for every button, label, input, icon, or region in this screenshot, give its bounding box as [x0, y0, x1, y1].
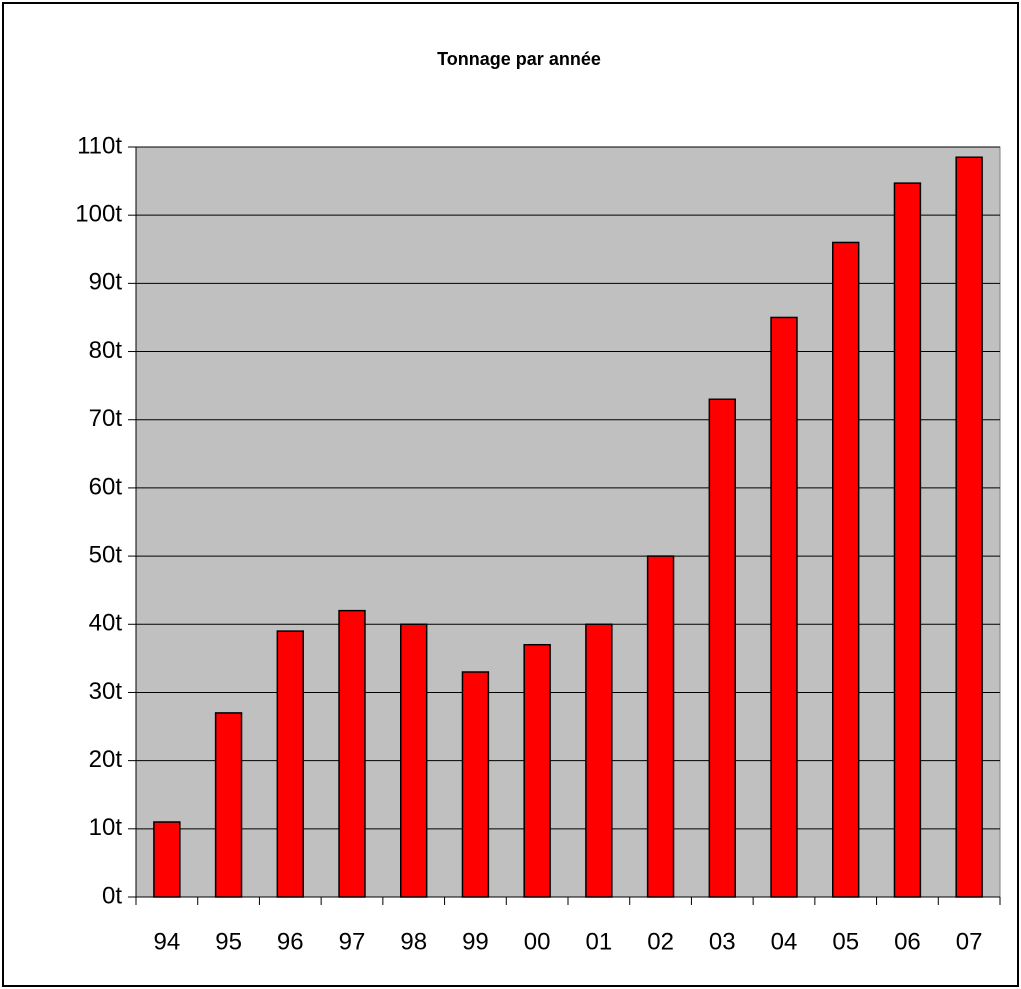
y-tick-label: 100t	[75, 201, 122, 228]
x-tick-label: 94	[154, 928, 181, 955]
bar	[461, 671, 490, 898]
y-tick-label: 90t	[89, 269, 123, 296]
x-tick-label: 98	[400, 928, 427, 955]
plot-area	[135, 146, 1001, 898]
x-tick-label: 97	[339, 928, 366, 955]
x-tick-label: 02	[647, 928, 674, 955]
bar	[893, 182, 922, 898]
bar	[832, 241, 860, 898]
x-tick-label: 00	[524, 928, 551, 955]
x-tick-label: 03	[709, 928, 736, 955]
y-tick-label: 10t	[89, 814, 123, 841]
y-tick-label: 80t	[89, 337, 123, 364]
x-tick-label: 07	[956, 928, 983, 955]
x-tick-label: 04	[771, 928, 798, 955]
bar	[276, 630, 304, 898]
bar	[770, 316, 798, 898]
y-tick-label: 20t	[89, 746, 123, 773]
bar	[523, 643, 551, 898]
bar	[153, 821, 181, 898]
chart-title: Tonnage par année	[437, 49, 601, 69]
y-tick-label: 40t	[89, 610, 123, 637]
x-tick-label: 01	[586, 928, 613, 955]
x-tick-label: 96	[277, 928, 304, 955]
x-tick-label: 99	[462, 928, 489, 955]
x-tick-label: 06	[894, 928, 921, 955]
x-tick-label: 05	[832, 928, 859, 955]
y-tick-label: 50t	[89, 541, 123, 568]
y-tick-label: 110t	[77, 132, 122, 159]
y-tick-label: 30t	[89, 678, 123, 705]
bar	[708, 398, 736, 898]
bar	[646, 555, 675, 898]
y-tick-label: 0t	[102, 882, 122, 909]
y-tick-label: 70t	[89, 405, 123, 432]
x-tick-label: 95	[215, 928, 242, 955]
bar	[400, 623, 428, 898]
bar	[214, 712, 243, 898]
y-tick-label: 60t	[89, 473, 123, 500]
bar	[338, 609, 366, 898]
bar	[955, 156, 983, 898]
bar	[585, 623, 613, 898]
